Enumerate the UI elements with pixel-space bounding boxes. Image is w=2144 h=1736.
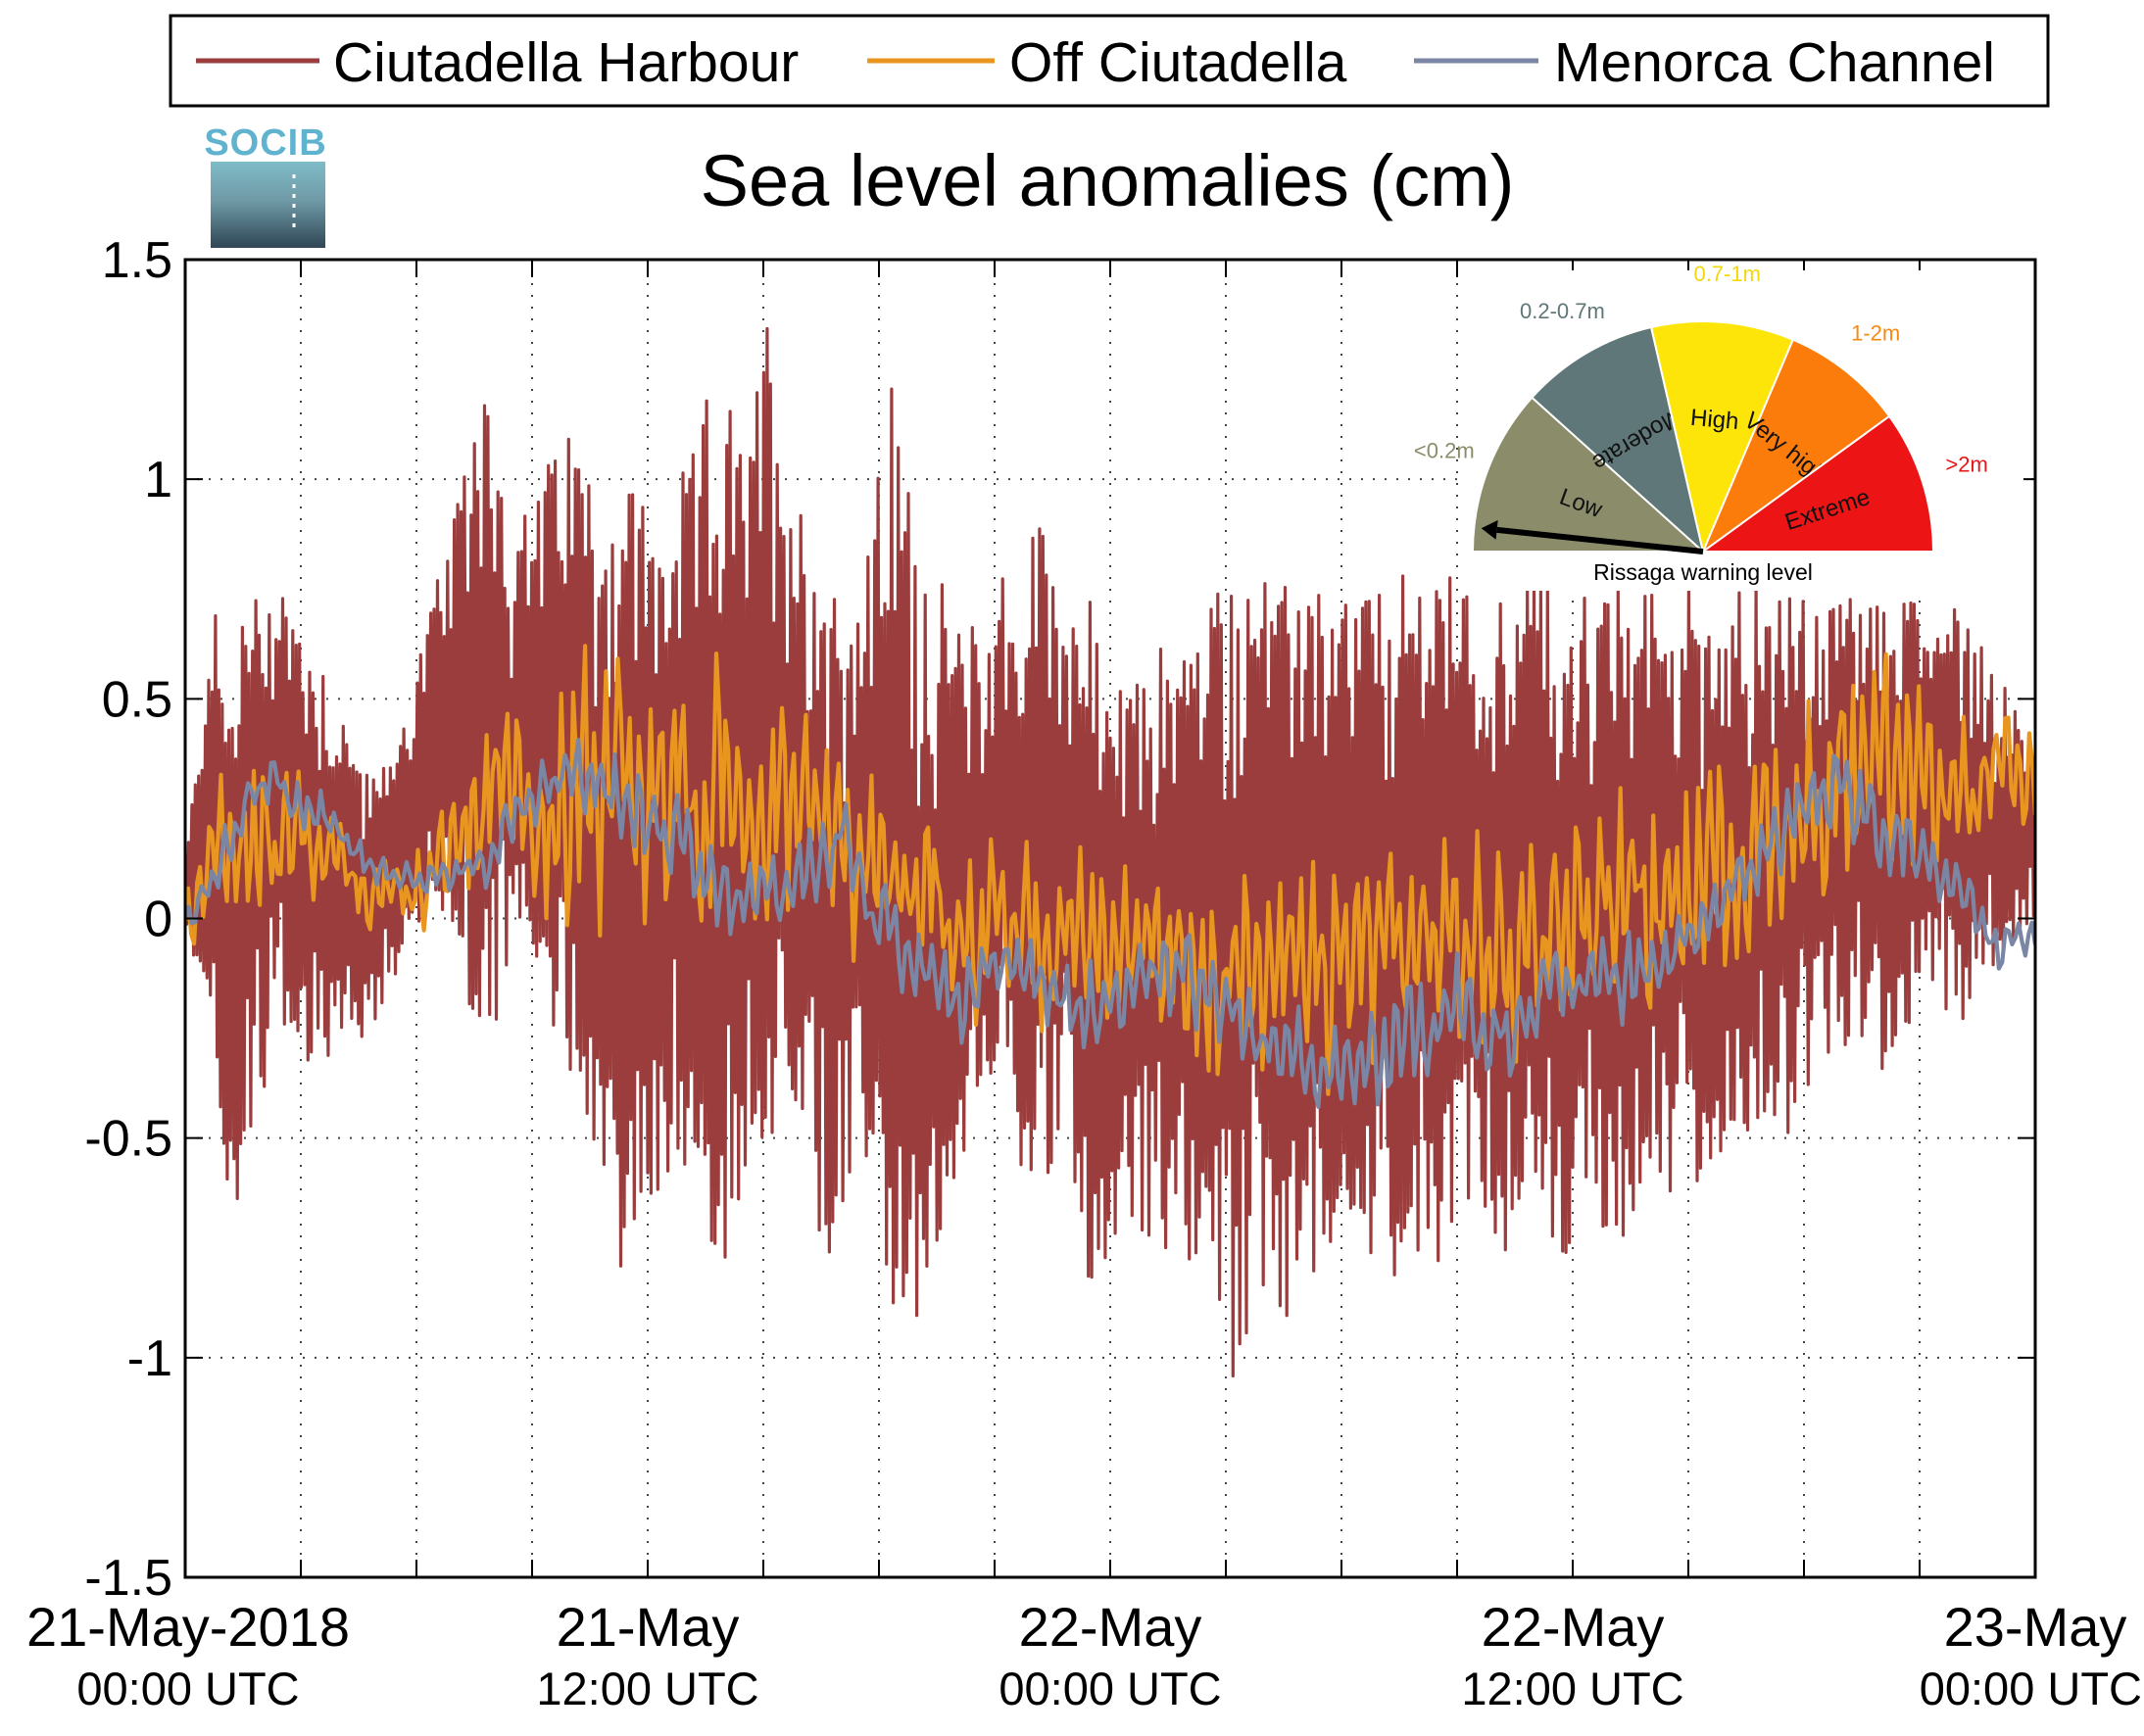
y-tick-label: 1.5 xyxy=(102,232,172,289)
legend-box xyxy=(169,14,2050,108)
y-tick-label: 0.5 xyxy=(102,671,172,728)
x-tick-sublabel: 00:00 UTC xyxy=(999,1663,1221,1714)
gauge-segment-high xyxy=(1649,320,1795,555)
plot-frame xyxy=(183,258,2037,1579)
series-layer xyxy=(185,326,2035,1378)
legend: Ciutadella Harbour Off Ciutadella Menorc… xyxy=(169,14,2050,108)
legend-label-off-ciutadella: Off Ciutadella xyxy=(1009,31,1347,94)
gauge-needle xyxy=(1496,526,1704,555)
chart-title: Sea level anomalies (cm) xyxy=(701,140,1515,221)
y-tick-label: -1.5 xyxy=(84,1550,172,1607)
x-tick-label: 21-May xyxy=(557,1596,740,1658)
x-tick-label: 22-May xyxy=(1019,1596,1202,1658)
logo-text: SOCIB xyxy=(204,122,326,164)
y-tick-label: -1 xyxy=(127,1330,172,1387)
gauge-segment-moderate xyxy=(1530,325,1705,555)
y-tick-label: -0.5 xyxy=(84,1111,172,1168)
gauge-segment-low xyxy=(1471,396,1706,553)
gauge-range-extreme: >2m xyxy=(1945,452,1987,476)
gauge-range-low: <0.2m xyxy=(1414,438,1475,462)
gauge-title: Rissaga warning level xyxy=(1593,559,1813,585)
x-tick-label: 22-May xyxy=(1482,1596,1665,1658)
x-tick-sublabel: 12:00 UTC xyxy=(1461,1663,1683,1714)
gauge-range-moderate: 0.2-0.7m xyxy=(1520,299,1605,323)
y-tick-label: 0 xyxy=(144,892,172,948)
logo-block xyxy=(211,162,325,248)
x-tick-sublabel: 00:00 UTC xyxy=(76,1663,299,1714)
gauge-range-high: 0.7-1m xyxy=(1693,262,1760,286)
legend-label-menorca-channel: Menorca Channel xyxy=(1554,31,1995,94)
series-line-off-ciutadella xyxy=(185,644,2035,1096)
series-line-menorca-channel xyxy=(185,738,2035,1109)
legend-label-ciutadella-harbour: Ciutadella Harbour xyxy=(333,31,799,94)
y-tick-labels: 1.5 1 0.5 0 -0.5 -1 -1.5 xyxy=(84,232,172,1607)
gauge-segment-very-high xyxy=(1700,338,1891,555)
y-tick-label: 1 xyxy=(144,452,172,508)
x-tick-sublabel: 00:00 UTC xyxy=(1920,1663,2142,1714)
gauge-segment-extreme xyxy=(1699,414,1935,553)
x-tick-label: 23-May xyxy=(1944,1596,2127,1658)
gauge-needle-head xyxy=(1481,519,1498,540)
socib-logo: SOCIB xyxy=(204,122,326,248)
x-tick-sublabel: 12:00 UTC xyxy=(536,1663,758,1714)
gauge-label-high: High xyxy=(1689,405,1740,435)
ticks xyxy=(185,259,2035,1578)
gauge-range-very-high: 1-2m xyxy=(1851,320,1900,345)
x-tick-label: 21-May-2018 xyxy=(26,1596,350,1658)
